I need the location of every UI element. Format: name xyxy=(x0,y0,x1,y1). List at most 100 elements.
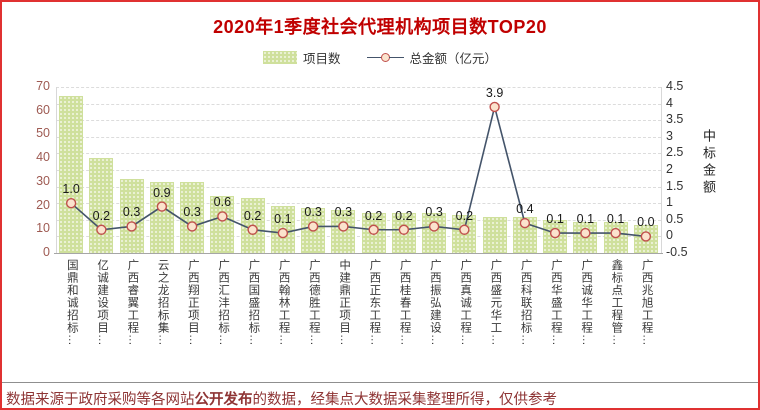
data-point-label: 0.2 xyxy=(92,208,111,223)
data-point-marker xyxy=(247,224,258,235)
data-point-marker xyxy=(459,224,470,235)
legend-item-amount: 总金额（亿元） xyxy=(366,48,498,67)
data-point-marker xyxy=(368,224,379,235)
category-label: 广西国盛招标… xyxy=(247,259,260,347)
right-axis-title: 中标金额 xyxy=(701,129,716,197)
line-legend-swatch-icon xyxy=(366,52,404,62)
data-point-label: 3.9 xyxy=(485,85,504,100)
bar xyxy=(89,158,114,253)
data-point-marker xyxy=(186,221,198,232)
data-point-marker xyxy=(580,227,591,239)
category-label: 广西盛元华工… xyxy=(489,259,502,347)
data-point-marker xyxy=(640,231,652,242)
gridline xyxy=(56,236,661,238)
footer-text-1: 数据来源于政府采购等各网站 xyxy=(6,392,195,408)
bar xyxy=(331,210,356,253)
category-label: 广西振弘建设… xyxy=(428,259,441,347)
gridline xyxy=(56,103,661,105)
legend-label-projects: 项目数 xyxy=(302,51,341,66)
bar xyxy=(180,181,205,253)
chart-title: 2020年1季度社会代理机构项目数TOP20 xyxy=(213,17,547,37)
plot-right-border xyxy=(661,87,662,253)
left-axis-tick: 50 xyxy=(36,126,50,141)
data-point-marker xyxy=(217,211,228,222)
data-point-marker xyxy=(338,221,349,232)
legend-item-projects: 项目数 xyxy=(262,48,341,67)
data-point-label: 0.4 xyxy=(516,202,534,217)
left-axis-tick: 10 xyxy=(36,221,50,236)
category-label: 广西翔正项目… xyxy=(186,259,199,347)
gridline xyxy=(56,120,661,122)
data-point-label: 0.1 xyxy=(576,212,595,227)
data-point-label: 0.2 xyxy=(455,208,474,223)
footer-text-2: 的数据，经集点大数据采集整理所得，仅供参考 xyxy=(252,392,558,408)
data-point-marker xyxy=(398,224,410,235)
category-label: 广西兆旭工程… xyxy=(640,259,653,347)
category-label: 广西诚华工程… xyxy=(580,259,593,347)
right-axis-tick: 2.5 xyxy=(666,145,684,160)
x-axis-line xyxy=(54,253,663,254)
gridline xyxy=(56,153,661,155)
bar xyxy=(59,96,84,253)
category-label: 亿诚建设项目… xyxy=(96,259,109,347)
data-point-marker xyxy=(96,224,107,235)
plot-left-border xyxy=(56,87,57,253)
left-axis-tick: 20 xyxy=(36,197,50,212)
category-label: 广西真诚工程… xyxy=(459,259,472,347)
data-point-label: 0.9 xyxy=(153,185,171,200)
right-axis-tick: 2 xyxy=(666,162,673,176)
data-point-label: 0.1 xyxy=(546,212,564,227)
data-point-marker xyxy=(277,227,289,239)
category-label: 云之龙招标集… xyxy=(156,259,169,347)
bar xyxy=(452,215,477,253)
data-point-marker xyxy=(519,217,531,229)
category-label: 中建鼎正项目… xyxy=(338,259,351,347)
data-point-label: 0.2 xyxy=(364,208,383,223)
data-point-label: 0.3 xyxy=(304,205,322,220)
category-label: 鑫标点工程管… xyxy=(610,259,623,347)
category-label: 广西科联招标… xyxy=(519,259,532,347)
legend-label-amount: 总金额（亿元） xyxy=(409,51,498,66)
left-axis-tick: 70 xyxy=(36,79,50,93)
right-axis-tick: 4.5 xyxy=(666,79,684,93)
right-axis-tick: 1 xyxy=(666,195,673,210)
bar xyxy=(119,179,144,253)
data-point-marker xyxy=(307,221,319,232)
bar xyxy=(573,222,598,253)
gridline xyxy=(56,170,661,171)
category-label: 广西华盛工程… xyxy=(549,259,562,347)
footer-text-bold: 公开发布 xyxy=(194,392,253,408)
data-point-label: 0.6 xyxy=(213,195,232,210)
data-point-marker xyxy=(126,221,137,232)
right-axis-tick: 3.5 xyxy=(666,112,684,127)
category-label: 广西德胜工程… xyxy=(307,259,320,347)
bar xyxy=(270,205,295,253)
data-point-label: 1.0 xyxy=(62,182,80,197)
gridline xyxy=(56,203,661,205)
bar-legend-swatch-icon xyxy=(262,50,297,64)
right-axis-tick: 3 xyxy=(666,128,673,143)
left-axis-tick: 40 xyxy=(36,150,50,165)
right-axis-tick: 1.5 xyxy=(666,178,684,193)
bar xyxy=(149,181,174,253)
right-axis-tick: 0.5 xyxy=(666,211,684,226)
category-label: 广西翰林工程… xyxy=(277,259,290,347)
category-label: 广西睿翼工程… xyxy=(126,259,139,347)
right-axis-tick: 4 xyxy=(666,95,673,110)
category-label: 广西正东工程… xyxy=(368,259,381,347)
data-point-marker xyxy=(65,197,77,209)
category-label: 国鼎和诚招标… xyxy=(65,259,78,347)
data-point-label: 0.1 xyxy=(274,212,292,227)
left-axis-tick: 60 xyxy=(36,102,50,117)
bar xyxy=(482,217,507,253)
gridline xyxy=(56,186,661,188)
legend: 项目数 总金额（亿元） xyxy=(2,48,758,66)
data-point-label: 0.3 xyxy=(122,205,141,220)
gridline xyxy=(56,219,661,221)
bar xyxy=(210,196,235,253)
footer-divider xyxy=(2,382,758,383)
gridline xyxy=(56,87,661,88)
category-label: 广西汇沣招标… xyxy=(217,259,230,347)
